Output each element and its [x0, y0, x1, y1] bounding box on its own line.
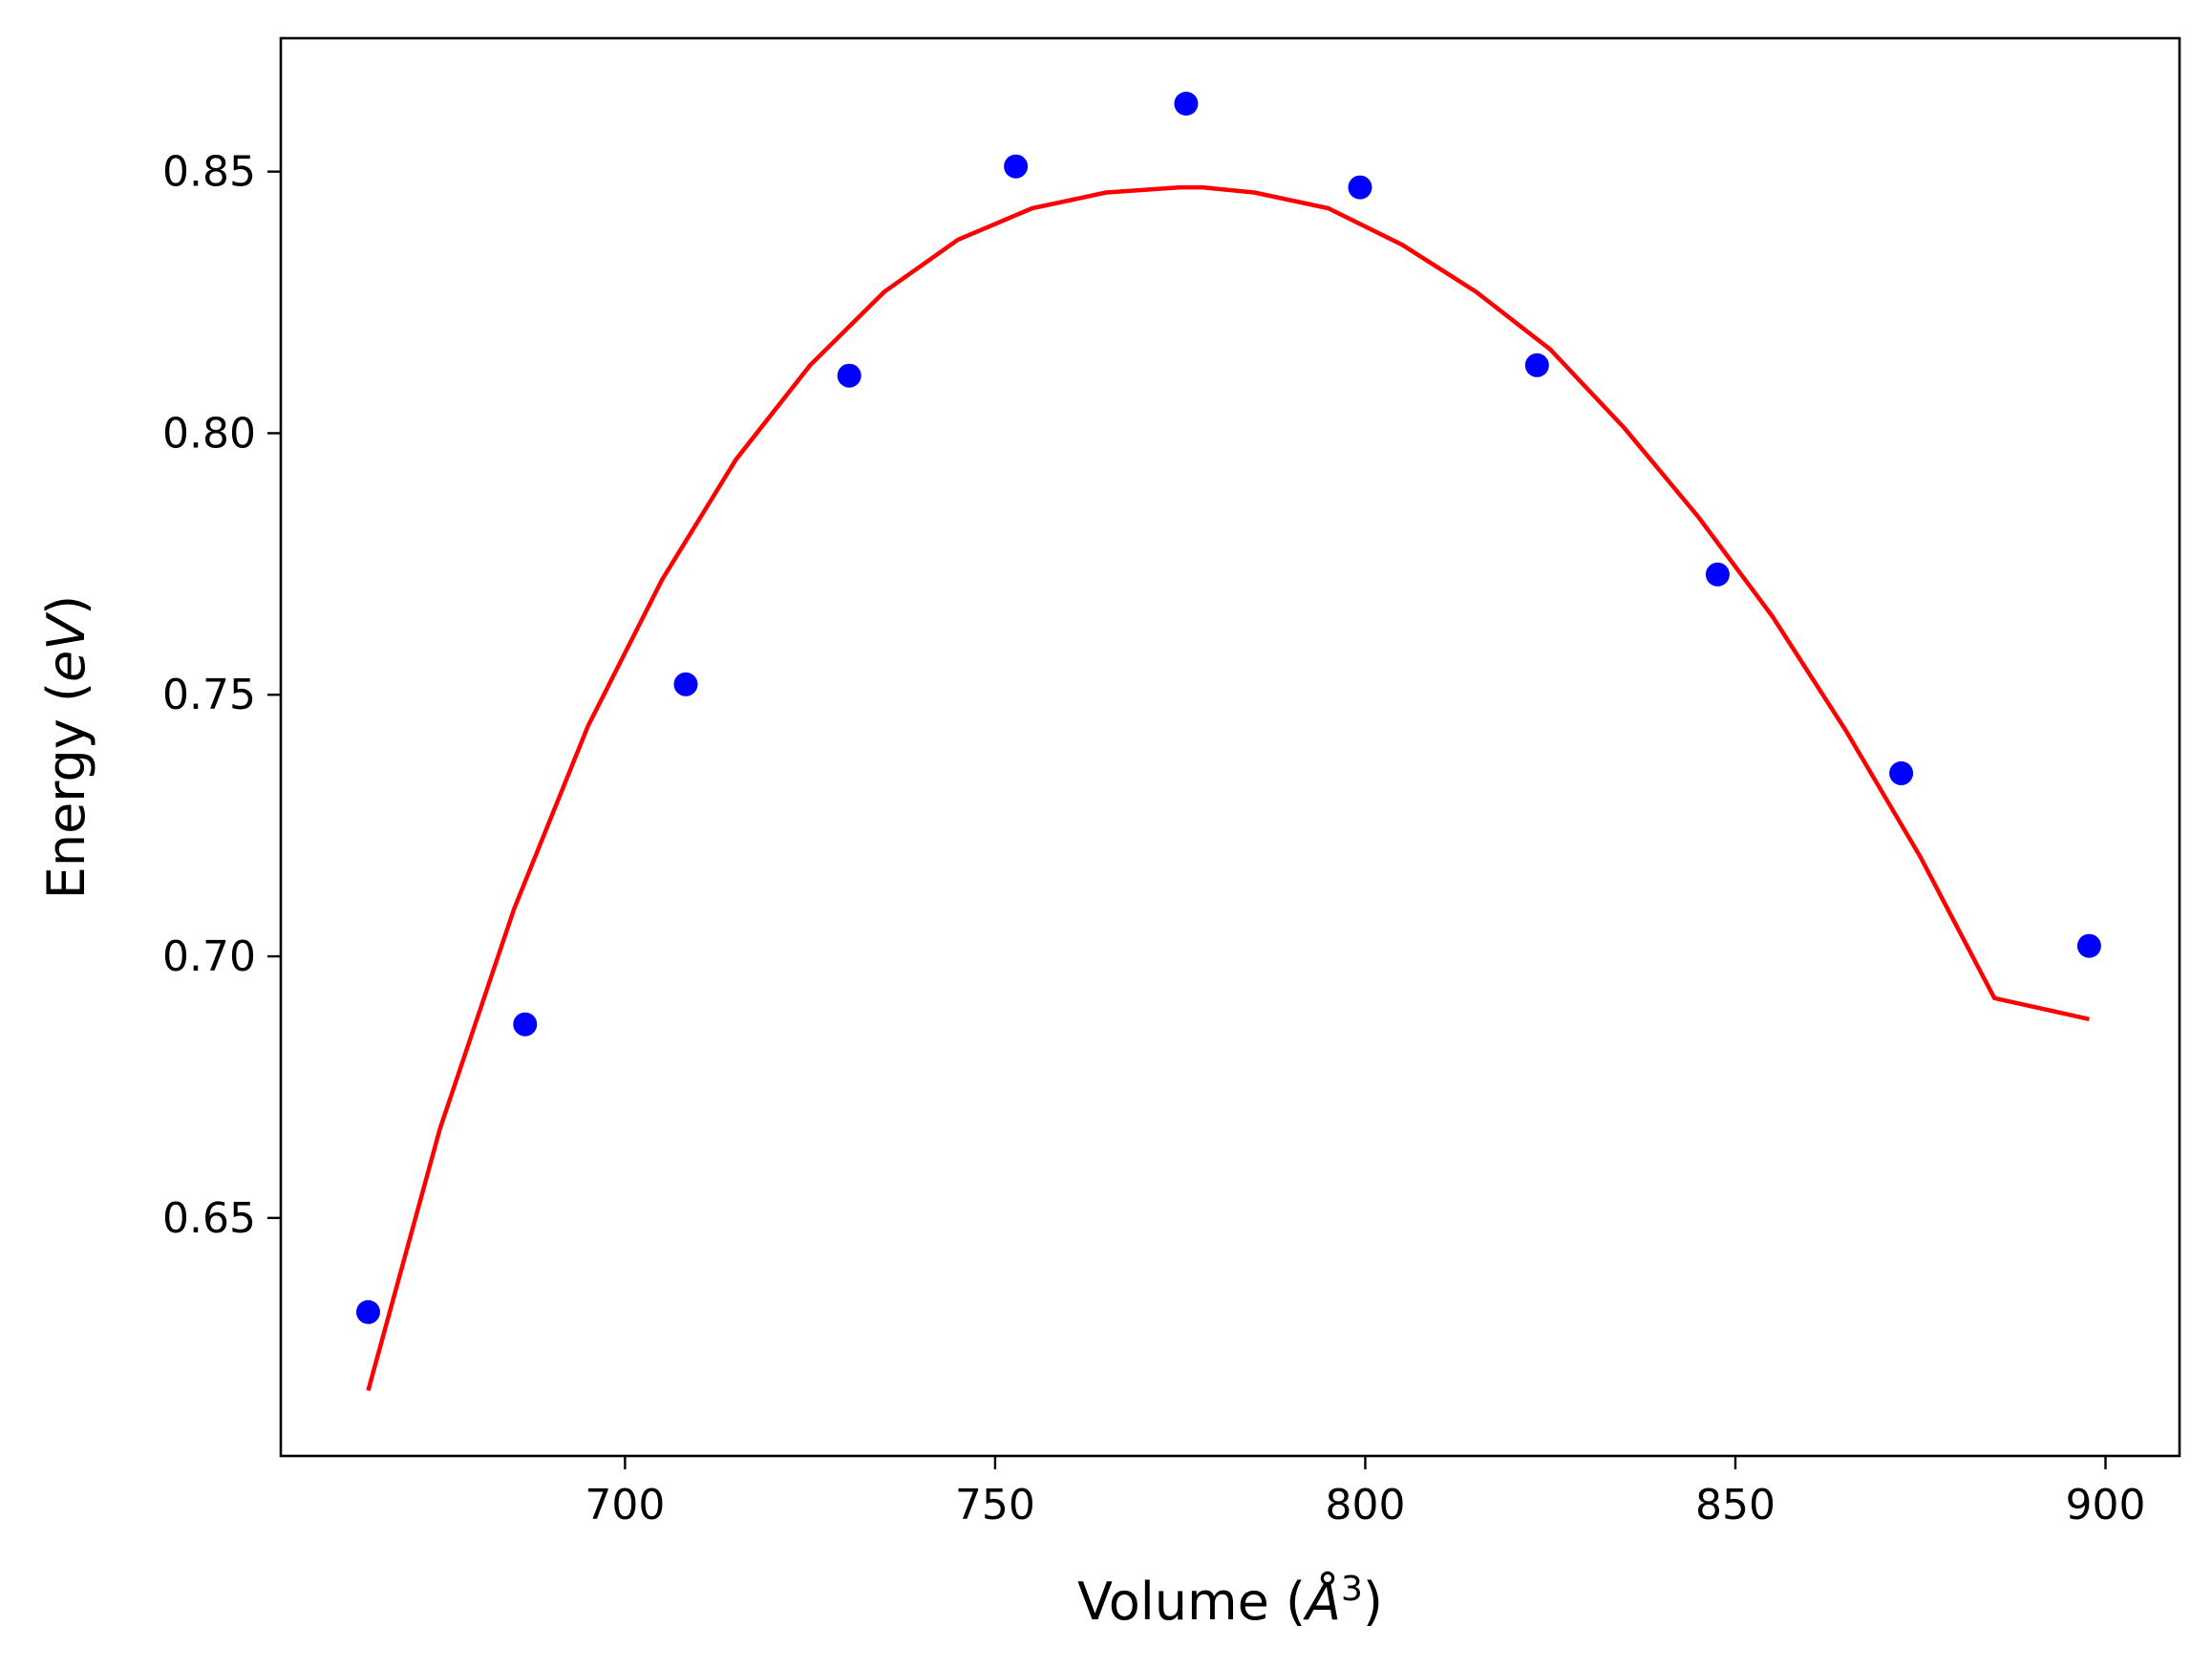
data-point — [1004, 154, 1029, 179]
x-tick-label: 800 — [1325, 1481, 1405, 1530]
y-tick-label: 0.85 — [162, 148, 256, 197]
data-point — [837, 363, 861, 388]
fit-curve-line — [366, 184, 2090, 1392]
x-tick-label: 700 — [585, 1481, 665, 1530]
axes-frame — [279, 36, 2181, 1458]
x-tick-label: 850 — [1695, 1481, 1776, 1530]
y-axis-label: Energy (eV) — [36, 595, 96, 900]
x-tick-label: 900 — [2066, 1481, 2146, 1530]
data-point — [1524, 353, 1549, 377]
x-axis-label: Volume (Å3) — [1077, 1570, 1383, 1632]
x-tick-label: 750 — [955, 1481, 1035, 1530]
data-point — [1889, 760, 1914, 785]
y-tick-label: 0.80 — [162, 409, 256, 458]
y-tick-label: 0.65 — [162, 1194, 256, 1243]
data-point — [1705, 562, 1730, 587]
ticks: 700 750 800 850 900 0.65 0.70 0.75 0.80 0.85 — [162, 148, 2145, 1530]
data-point — [673, 672, 698, 696]
plot-area — [356, 92, 2101, 1392]
data-point — [513, 1012, 538, 1037]
data-point — [356, 1299, 380, 1324]
y-tick-label: 0.70 — [162, 932, 256, 981]
data-point — [1174, 92, 1199, 116]
data-point — [1348, 175, 1372, 200]
data-point — [2076, 933, 2101, 958]
y-tick-label: 0.75 — [162, 671, 256, 719]
